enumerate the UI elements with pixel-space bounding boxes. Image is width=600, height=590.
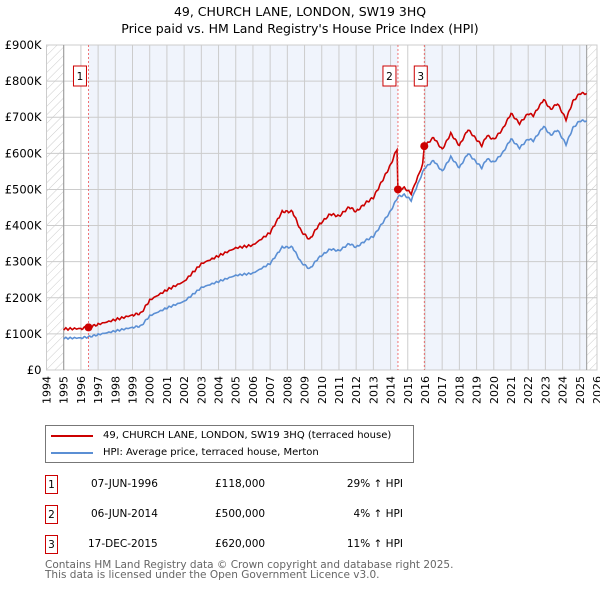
sale-price: £118,000 — [215, 478, 266, 490]
x-tick-label: 2012 — [350, 376, 363, 404]
y-tick-label: £700K — [5, 110, 42, 124]
x-tick-label: 1995 — [58, 376, 71, 404]
x-tick-label: 2003 — [195, 376, 208, 404]
hatched-no-data-right — [586, 45, 597, 370]
title: 49, CHURCH LANE, LONDON, SW19 3HQ — [173, 4, 427, 19]
hatched-no-data-left — [46, 45, 64, 370]
x-tick-label: 2013 — [367, 376, 380, 404]
y-tick-label: £500K — [5, 182, 42, 196]
sale-hpi: 11% ↑ HPI — [346, 538, 403, 550]
x-tick-label: 2014 — [385, 376, 398, 404]
x-tick-label: 2021 — [505, 376, 518, 404]
hpi-line — [63, 119, 588, 341]
x-tick-label: 2008 — [281, 376, 294, 404]
sale-label-box — [72, 65, 87, 87]
x-tick-label: 2019 — [471, 376, 484, 404]
x-tick-label: 2026 — [591, 376, 600, 404]
x-tick-label: 2009 — [299, 376, 312, 404]
x-tick-label: 2007 — [264, 376, 277, 404]
x-tick-label: 2001 — [161, 376, 174, 404]
chart-title: 49, CHURCH LANE, LONDON, SW19 3HQ Price … — [0, 3, 600, 37]
sale-label: 2 — [386, 71, 393, 83]
red-line-swatch — [51, 434, 93, 437]
sale-price: £620,000 — [215, 538, 266, 550]
x-tick-label: 2011 — [333, 376, 346, 404]
x-tick-label: 2025 — [574, 376, 587, 404]
y-tick-label: £800K — [5, 74, 42, 88]
x-tick-label: 1998 — [109, 376, 122, 404]
x-tick-label: 2015 — [402, 376, 415, 404]
sale-badge: 2 — [45, 505, 58, 524]
footer-line: This data is licensed under the Open Gov… — [45, 569, 380, 581]
price-chart: 1 2 3 £0 £100K £200K £300K £400K £500K £600K £700K… — [5, 38, 600, 404]
footer-line: Contains HM Land Registry data © Crown c… — [45, 559, 454, 571]
sale-label-box — [413, 65, 428, 87]
sale-marker — [84, 323, 93, 332]
legend-label: 49, CHURCH LANE, LONDON, SW19 3HQ (terra… — [103, 430, 392, 441]
legend: 49, CHURCH LANE, LONDON, SW19 3HQ (terra… — [45, 425, 414, 463]
x-tick-label: 2020 — [488, 376, 501, 404]
x-tick-label: 1994 — [41, 376, 54, 404]
x-tick-label: 2010 — [316, 376, 329, 404]
x-tick-label: 1999 — [127, 376, 140, 404]
x-tick-label: 2018 — [453, 376, 466, 404]
sale-date: 07-JUN-1996 — [91, 478, 158, 490]
x-tick-label: 2016 — [419, 376, 432, 404]
shaded-ownership-1 — [88, 45, 398, 370]
sale-badge: 1 — [45, 475, 58, 494]
subtitle: Price paid vs. HM Land Registry's House … — [121, 21, 479, 36]
y-tick-label: £900K — [5, 38, 42, 52]
sale-label-box — [382, 65, 397, 87]
sale-date: 06-JUN-2014 — [91, 508, 158, 520]
property-line — [63, 91, 588, 332]
legend-item-property: 49, CHURCH LANE, LONDON, SW19 3HQ (terra… — [51, 430, 391, 441]
sale-row-3: 3 17-DEC-2015 £620,000 11% ↑ HPI — [45, 535, 445, 555]
x-tick-label: 2002 — [178, 376, 191, 404]
shaded-ownership-3 — [424, 45, 587, 370]
sale-badge: 3 — [45, 535, 58, 554]
sale-hpi: 29% ↑ HPI — [346, 478, 403, 490]
y-tick-label: £0 — [27, 363, 42, 377]
sale-date: 17-DEC-2015 — [88, 538, 158, 550]
x-tick-label: 2024 — [557, 376, 570, 404]
blue-line-swatch — [51, 451, 93, 454]
x-tick-label: 2005 — [230, 376, 243, 404]
y-tick-label: £200K — [5, 291, 42, 305]
x-tick-label: 2000 — [144, 376, 157, 404]
sale-label: 1 — [77, 71, 84, 83]
y-tick-label: £600K — [5, 146, 42, 160]
footer: Contains HM Land Registry data © Crown c… — [45, 559, 454, 581]
x-tick-label: 1997 — [92, 376, 105, 404]
y-tick-label: £100K — [5, 327, 42, 341]
sale-row-1: 1 07-JUN-1996 £118,000 29% ↑ HPI — [45, 475, 445, 495]
sale-marker — [420, 142, 429, 151]
y-tick-label: £400K — [5, 219, 42, 233]
legend-label: HPI: Average price, terraced house, Mert… — [103, 447, 319, 458]
sale-label: 3 — [417, 71, 424, 83]
x-tick-label: 2006 — [247, 376, 260, 404]
x-tick-label: 2023 — [539, 376, 552, 404]
x-tick-label: 1996 — [75, 376, 88, 404]
x-tick-label: 2022 — [522, 376, 535, 404]
sale-row-2: 2 06-JUN-2014 £500,000 4% ↑ HPI — [45, 505, 445, 525]
legend-item-hpi: HPI: Average price, terraced house, Mert… — [51, 447, 319, 458]
sale-marker — [393, 185, 402, 194]
sale-price: £500,000 — [215, 508, 266, 520]
y-tick-label: £300K — [5, 255, 42, 269]
sale-hpi: 4% ↑ HPI — [353, 508, 403, 520]
x-tick-label: 2004 — [213, 376, 226, 404]
x-tick-label: 2017 — [436, 376, 449, 404]
